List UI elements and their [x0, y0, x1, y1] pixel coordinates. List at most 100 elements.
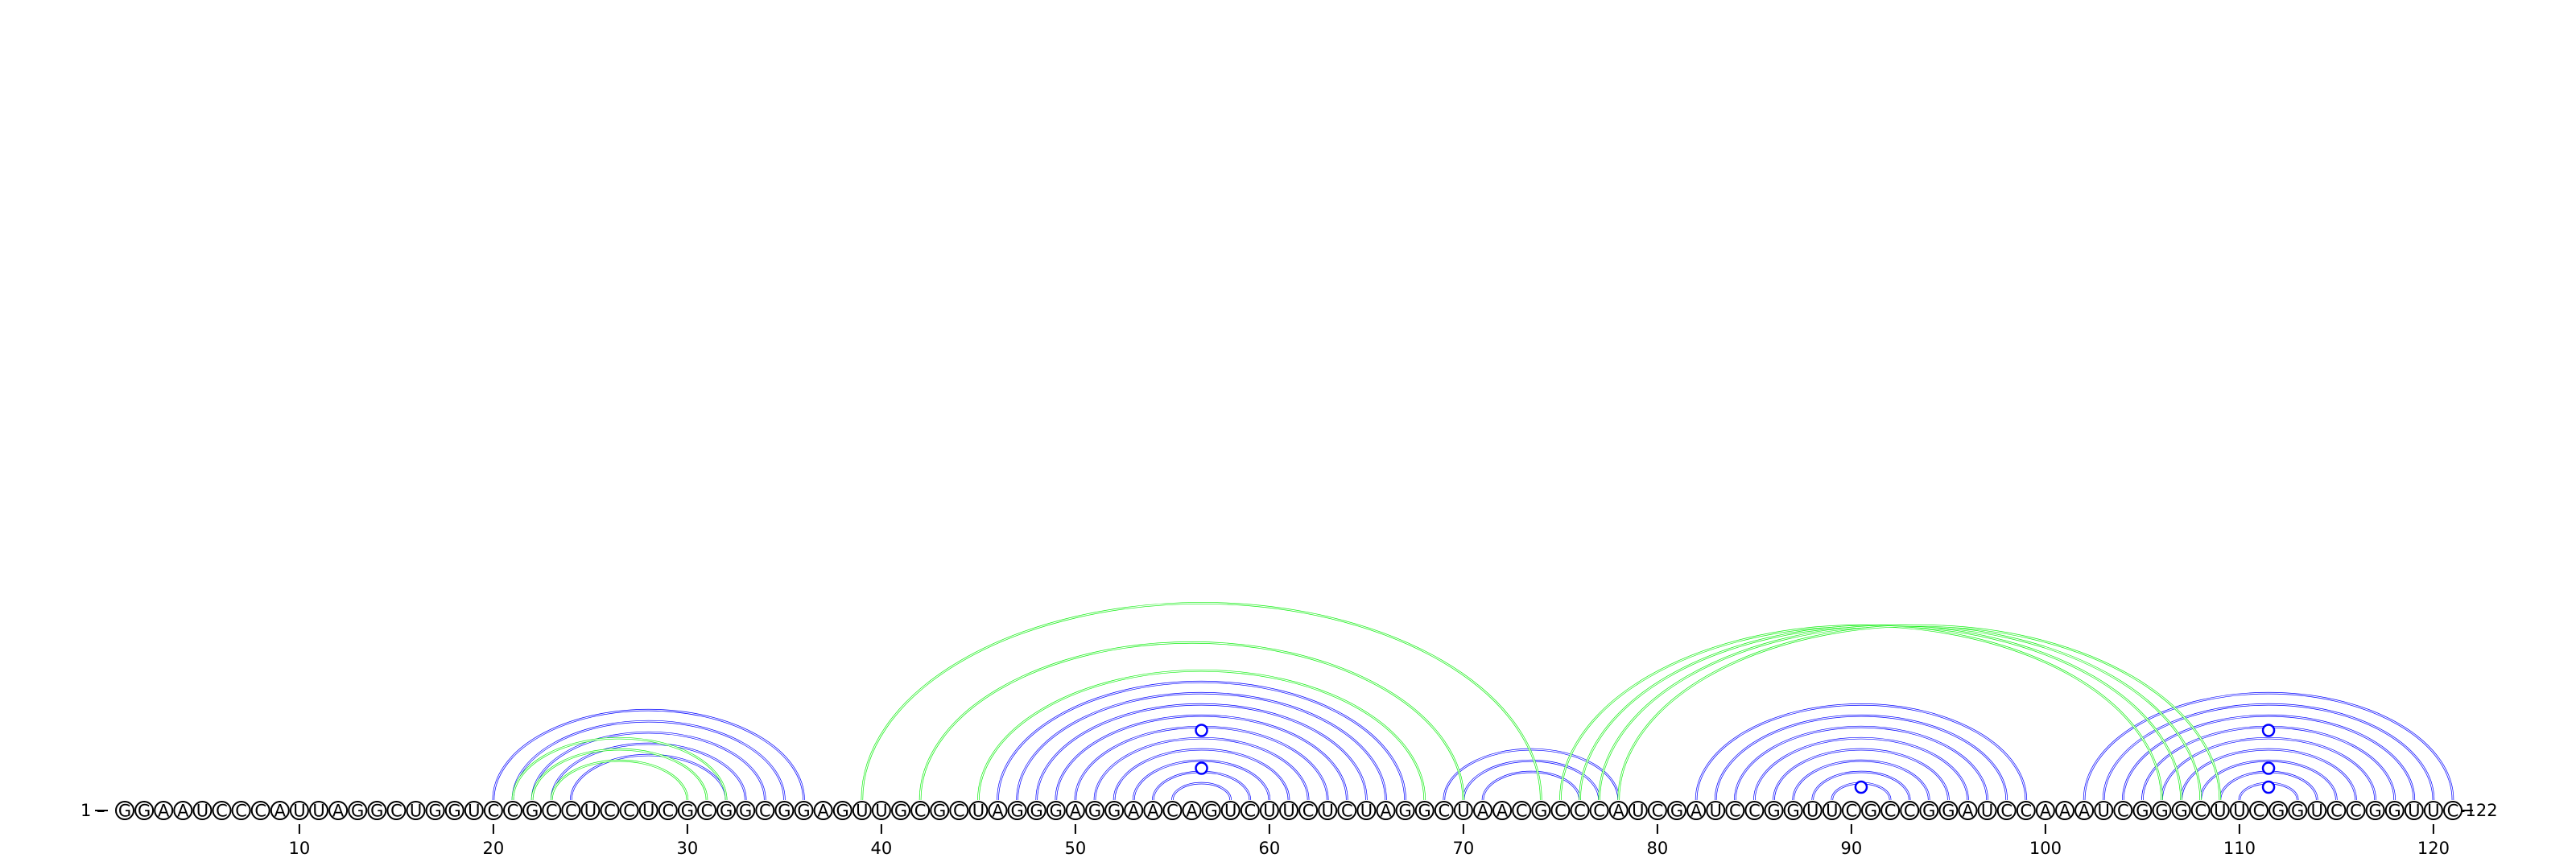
nucleotide: C [1996, 801, 2017, 821]
blue-pair-arc-highlight [1017, 692, 1387, 801]
nucleotide-letter: G [118, 802, 131, 821]
nucleotide-circle [309, 801, 328, 820]
nucleotide-letter: G [894, 802, 907, 821]
nucleotide-letter: A [1380, 802, 1392, 821]
nucleotide-letter: U [293, 802, 305, 821]
nucleotide: U [406, 801, 426, 821]
nucleotide-circle [930, 801, 950, 820]
blue-pair-arc-highlight [551, 743, 746, 801]
nucleotide: A [1376, 801, 1396, 821]
nucleotide-letter: C [488, 802, 500, 821]
nucleotide-letter: A [817, 802, 829, 821]
nucleotide: C [910, 801, 931, 821]
nucleotide: G [1395, 801, 1415, 821]
nucleotide-letter: C [623, 802, 635, 821]
nucleotide-letter: G [1922, 802, 1935, 821]
nucleotide-letter: G [1088, 802, 1101, 821]
nucleotide: U [289, 801, 309, 821]
green-pair-arc-highlight [977, 670, 1426, 801]
nucleotide: C [755, 801, 775, 821]
blue-pair-arc-highlight [1094, 737, 1309, 801]
nucleotide-letter: A [177, 802, 189, 821]
position-tick-label: 70 [1453, 839, 1475, 858]
green-pair-arc-highlight [1618, 625, 2221, 801]
blue-pair-arc-highlight [1055, 715, 1348, 801]
blue-pair-arc-highlight [1793, 760, 1930, 801]
nucleotide-letter: C [2194, 802, 2207, 821]
nucleotide-circle [1647, 801, 1667, 820]
nucleotide-letter: A [2059, 802, 2071, 821]
nucleotide-letter: U [1457, 802, 1469, 821]
nucleotide: U [1453, 801, 1473, 821]
nucleotide-circle [1628, 801, 1648, 820]
nucleotide-letter: G [1767, 802, 1780, 821]
blue-pair-arc-highlight [2200, 760, 2337, 801]
nucleotide-letter: G [778, 802, 791, 821]
nucleotide: A [270, 801, 290, 821]
position-tick-label: 80 [1647, 839, 1669, 858]
green-pair-arc-highlight [551, 760, 688, 801]
nucleotide: U [1706, 801, 1726, 821]
nucleotide-circle [1802, 801, 1823, 820]
nucleotide-circle [891, 801, 910, 820]
nucleotide-letter: G [739, 802, 752, 821]
nucleotide-letter: C [1438, 802, 1450, 821]
nucleotide-letter: U [1632, 802, 1644, 821]
nucleotide-letter: C [1593, 802, 1605, 821]
nucleotide-letter: U [1806, 802, 1818, 821]
nucleotide: U [1628, 801, 1648, 821]
nucleotide-circle [1395, 801, 1415, 820]
nucleotide: C [1570, 801, 1590, 821]
nucleotide-letter: G [1670, 802, 1683, 821]
nucleotide-circle [1065, 801, 1085, 820]
nucleotide-circle [1996, 801, 2017, 820]
nucleotide-letter: C [2350, 802, 2362, 821]
blue-pair-arc [1035, 703, 1368, 801]
nucleotide-circle [2210, 801, 2230, 820]
nucleotide-letter: G [681, 802, 694, 821]
nucleotide-letter: G [2272, 802, 2285, 821]
nucleotide-letter: C [546, 802, 558, 821]
nucleotide-letter: C [701, 802, 713, 821]
nucleotide-circle [1686, 801, 1707, 820]
nucleotide-circle [1958, 801, 1978, 820]
nucleotide: U [1977, 801, 1997, 821]
nucleotide: G [677, 801, 697, 821]
nucleotide: C [2113, 801, 2133, 821]
nucleotide: G [367, 801, 387, 821]
nucleotide: G [1861, 801, 1880, 821]
nucleotide: C [503, 801, 522, 821]
blue-pair-arc-highlight [493, 709, 805, 801]
nucleotide: G [930, 801, 950, 821]
nucleotide-circle [250, 801, 270, 820]
nucleotide: G [1764, 801, 1784, 821]
nucleotide: G [2384, 801, 2405, 821]
nucleotide-circle [677, 801, 697, 820]
nucleotide-letter: G [2388, 802, 2401, 821]
nucleotide-letter: C [1244, 802, 1256, 821]
nucleotide-circle [2229, 801, 2249, 820]
nucleotide: C [619, 801, 639, 821]
nucleotide: U [464, 801, 484, 821]
nucleotide-circle [832, 801, 852, 820]
nucleotide-circle [2055, 801, 2074, 820]
nucleotide: U [852, 801, 872, 821]
nucleotide-circle [2249, 801, 2268, 820]
nucleotide: C [542, 801, 562, 821]
nucleotide-circle [1608, 801, 1629, 820]
loop-marker [2261, 780, 2276, 794]
nucleotide-letter: U [1360, 802, 1373, 821]
nucleotide-letter: C [254, 802, 266, 821]
nucleotide-circle [1162, 801, 1183, 820]
nucleotide: U [2404, 801, 2424, 821]
blue-pair-arc [530, 731, 766, 801]
blue-pair-arc [1443, 748, 1620, 801]
nucleotide: C [1880, 801, 1901, 821]
position-tick-label: 60 [1259, 839, 1281, 858]
nucleotide-letter: G [1204, 802, 1217, 821]
nucleotide: A [1065, 801, 1085, 821]
nucleotide-letter: U [312, 802, 324, 821]
nucleotide-circle [1201, 801, 1221, 820]
nucleotide: G [891, 801, 910, 821]
